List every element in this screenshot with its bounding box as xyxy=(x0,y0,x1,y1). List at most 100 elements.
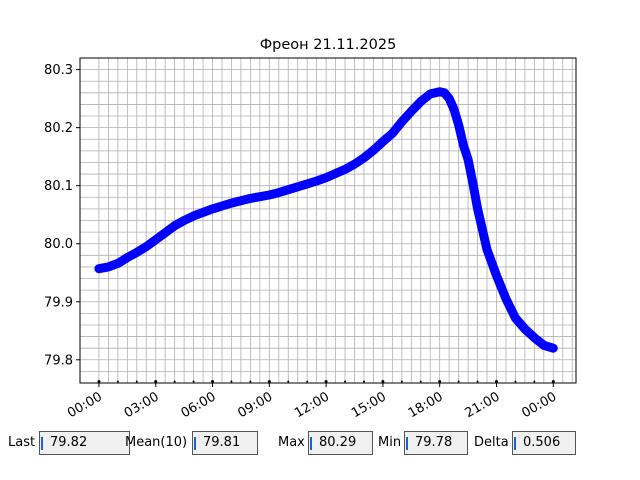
x-tick-marker xyxy=(438,380,442,383)
data-point xyxy=(285,186,292,193)
data-point xyxy=(408,108,415,115)
data-point xyxy=(171,222,178,229)
data-point xyxy=(181,217,188,224)
data-point xyxy=(493,272,500,279)
data-point xyxy=(209,205,216,212)
x-minor-tick xyxy=(230,380,233,383)
plot-frame xyxy=(79,57,577,384)
last-label: Last xyxy=(8,435,36,450)
data-point xyxy=(427,91,434,97)
x-tick-marker xyxy=(267,380,271,383)
x-tick-label: 12:00 xyxy=(292,389,332,421)
x-tick-marker xyxy=(211,380,215,383)
data-point xyxy=(484,246,490,253)
y-tick-label: 79.8 xyxy=(44,353,73,368)
delta-label: Delta xyxy=(474,435,509,450)
x-tick-label: 09:00 xyxy=(235,389,275,421)
data-point xyxy=(450,106,457,113)
grid xyxy=(80,57,576,384)
min-value: 79.78 xyxy=(415,435,453,450)
x-tick-marker xyxy=(324,380,328,383)
data-point xyxy=(114,260,121,267)
data-point xyxy=(304,180,311,187)
cursor-mark xyxy=(310,437,312,450)
x-minor-tick xyxy=(135,380,138,383)
x-minor-tick xyxy=(400,380,403,383)
mean-value: 79.81 xyxy=(203,435,241,450)
cursor-mark xyxy=(194,437,196,450)
y-tick-label: 80.2 xyxy=(44,121,73,136)
x-tick-label: 18:00 xyxy=(406,389,446,421)
data-points xyxy=(94,87,558,353)
mean-value-box: 79.81 xyxy=(192,431,258,455)
data-point xyxy=(474,205,481,212)
data-point xyxy=(323,174,330,181)
max-value: 80.29 xyxy=(319,435,357,450)
x-tick-marker xyxy=(551,380,555,383)
data-point xyxy=(521,326,528,332)
data-point xyxy=(152,236,159,243)
data-point xyxy=(124,254,131,261)
min-value-box: 79.78 xyxy=(404,431,468,455)
delta-value: 0.506 xyxy=(523,435,561,450)
x-minor-tick xyxy=(362,380,365,383)
cursor-mark xyxy=(406,437,408,450)
data-point xyxy=(342,166,348,173)
x-tick-label: 15:00 xyxy=(349,389,389,421)
data-point xyxy=(95,265,102,272)
data-point xyxy=(531,334,538,341)
data-point xyxy=(540,342,547,349)
data-point xyxy=(313,178,320,184)
x-tick-label: 03:00 xyxy=(122,389,162,421)
y-tick-label: 80.1 xyxy=(44,179,73,194)
data-point xyxy=(190,212,197,219)
y-tick-label: 80.0 xyxy=(44,237,73,252)
y-tick-label: 79.9 xyxy=(44,295,73,310)
data-point xyxy=(351,161,358,168)
data-point xyxy=(455,121,462,128)
max-label: Max xyxy=(278,435,305,450)
x-tick-marker xyxy=(381,380,385,383)
mean-label: Mean(10) xyxy=(125,435,188,450)
x-minor-tick xyxy=(173,380,176,383)
cursor-mark xyxy=(41,437,43,450)
delta-value-box: 0.506 xyxy=(512,431,576,455)
x-minor-tick xyxy=(457,380,460,383)
x-minor-tick xyxy=(306,380,309,383)
data-point xyxy=(219,203,225,209)
x-minor-tick xyxy=(344,380,347,383)
data-point xyxy=(441,89,448,96)
data-point xyxy=(200,209,207,216)
data-point xyxy=(550,345,557,352)
chart: Фреон 21.11.2025 79.8 79.9 80.0 80.1 80.2 80.… xyxy=(44,37,577,421)
data-point xyxy=(256,193,263,200)
data-point xyxy=(266,192,273,198)
data-point xyxy=(105,263,112,270)
data-point xyxy=(436,88,443,95)
x-minor-tick xyxy=(192,380,195,383)
data-point xyxy=(275,189,282,196)
data-point xyxy=(512,315,519,321)
data-point xyxy=(361,154,367,161)
x-tick-marker xyxy=(97,380,101,383)
x-minor-tick xyxy=(116,380,119,383)
x-minor-tick xyxy=(476,380,479,383)
data-point xyxy=(370,147,377,154)
data-point xyxy=(417,98,424,105)
cursor-mark xyxy=(514,437,516,450)
max-value-box: 80.29 xyxy=(308,431,373,455)
last-value: 79.82 xyxy=(50,435,88,450)
y-tick-label: 80.3 xyxy=(44,63,73,78)
x-minor-tick xyxy=(533,380,536,383)
data-point xyxy=(237,197,244,204)
x-minor-tick xyxy=(419,380,422,383)
x-tick-marker xyxy=(154,380,158,383)
x-tick-label: 21:00 xyxy=(463,389,503,421)
data-point xyxy=(294,183,301,190)
x-tick-label: 00:00 xyxy=(519,389,559,421)
x-minor-tick xyxy=(287,380,290,383)
data-point xyxy=(460,142,467,149)
data-point xyxy=(389,130,396,137)
data-point xyxy=(379,138,386,145)
x-minor-tick xyxy=(249,380,252,383)
